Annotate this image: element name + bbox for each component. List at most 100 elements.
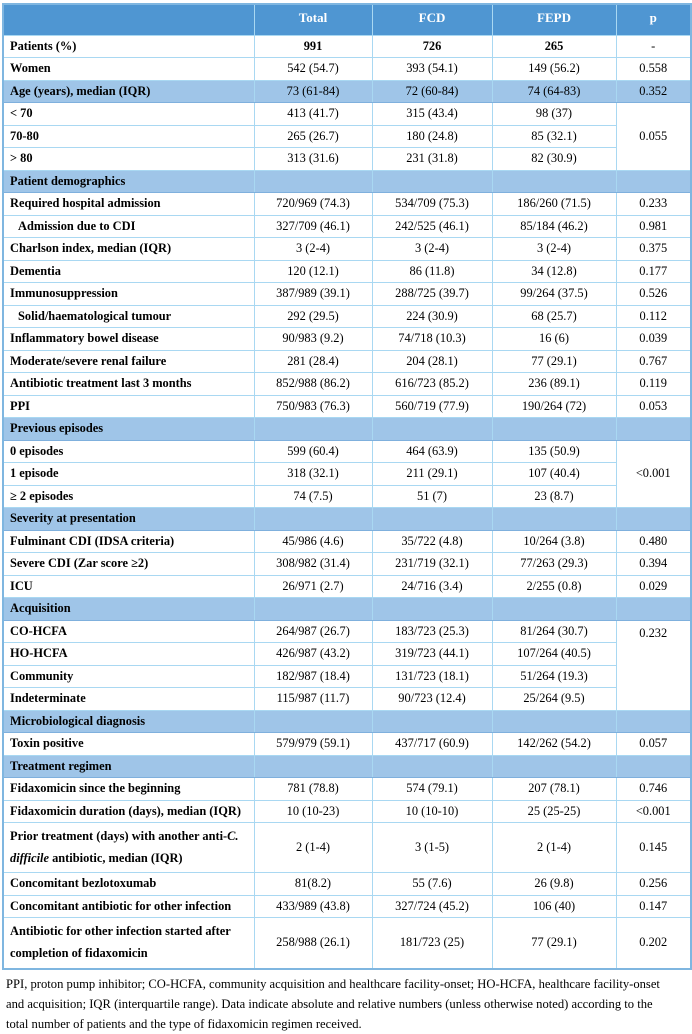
table-row: Toxin positive 579/979 (59.1) 437/717 (60.… — [2, 732, 692, 756]
row-label: 0 episodes — [2, 439, 255, 463]
table-body: Patients (%) 991 726 265- Women 542 (54.7) 393… — [2, 34, 692, 970]
row-label: Fidaxomicin duration (days), median (IQR… — [2, 799, 255, 823]
value-cell: 45/986 (4.6) — [253, 529, 373, 553]
value-cell: 90/983 (9.2) — [253, 327, 373, 351]
p-value-cell: 0.981 — [615, 214, 692, 238]
table-row: PPI 750/983 (76.3) 560/719 (77.9) 190/264 (… — [2, 394, 692, 418]
value-cell: 131/723 (18.1) — [371, 664, 493, 688]
table-row: Age (years), median (IQR) 73 (61-84) 72 (6… — [2, 79, 692, 103]
value-cell: 2/255 (0.8) — [491, 574, 617, 598]
table-header-row: Total FCD FEPD p — [2, 3, 692, 36]
section-empty-cell — [615, 417, 692, 441]
p-value-cell: 0.112 — [615, 304, 692, 328]
value-cell: 204 (28.1) — [371, 349, 493, 373]
section-label: Treatment regimen — [2, 754, 255, 778]
row-label: ICU — [2, 574, 255, 598]
value-cell: 393 (54.1) — [371, 57, 493, 81]
value-cell: 318 (32.1) — [253, 462, 373, 486]
value-cell: 82 (30.9) — [491, 147, 617, 171]
table-row: Prior treatment (days) with another anti… — [2, 821, 692, 874]
section-row: Acquisition — [2, 597, 692, 621]
row-label: CO-HCFA — [2, 619, 255, 643]
value-cell: 750/983 (76.3) — [253, 394, 373, 418]
section-label: Patient demographics — [2, 169, 255, 193]
table-row: Severe CDI (Zar score ≥2) 308/982 (31.4) 2… — [2, 552, 692, 576]
table-row: Moderate/severe renal failure 281 (28.4) 2… — [2, 349, 692, 373]
value-cell: 73 (61-84) — [253, 79, 373, 103]
table-row: Fulminant CDI (IDSA criteria) 45/986 (4.6… — [2, 529, 692, 553]
table-row: Women 542 (54.7) 393 (54.1) 149 (56.2) 0.558 — [2, 57, 692, 81]
p-value-cell: 0.057 — [615, 732, 692, 756]
value-cell: 265 (26.7) — [253, 124, 373, 148]
value-cell: 207 (78.1) — [491, 777, 617, 801]
value-cell: 560/719 (77.9) — [371, 394, 493, 418]
value-cell: 72 (60-84) — [371, 79, 493, 103]
table-row: CO-HCFA 264/987 (26.7) 183/723 (25.3) 81/26… — [2, 619, 692, 711]
value-cell: 85/184 (46.2) — [491, 214, 617, 238]
p-value-cell: 0.177 — [615, 259, 692, 283]
section-empty-cell — [615, 709, 692, 733]
p-value-cell: <0.001 — [615, 799, 692, 823]
p-value-cell: 0.767 — [615, 349, 692, 373]
value-cell: 231/719 (32.1) — [371, 552, 493, 576]
section-row: Patient demographics — [2, 169, 692, 193]
value-cell: 413 (41.7) — [253, 102, 373, 126]
row-label: Moderate/severe renal failure — [2, 349, 255, 373]
value-cell: 182/987 (18.4) — [253, 664, 373, 688]
row-label: HO-HCFA — [2, 642, 255, 666]
table-row: Concomitant antibiotic for other infecti… — [2, 894, 692, 919]
value-cell: 35/722 (4.8) — [371, 529, 493, 553]
value-cell: 852/988 (86.2) — [253, 372, 373, 396]
p-value-cell: 0.526 — [615, 282, 692, 306]
row-label: > 80 — [2, 147, 255, 171]
value-cell: 180 (24.8) — [371, 124, 493, 148]
value-cell: 68 (25.7) — [491, 304, 617, 328]
value-cell: 149 (56.2) — [491, 57, 617, 81]
value-cell: 55 (7.6) — [371, 872, 493, 896]
table-row: ≥ 2 episodes 74 (7.5) 51 (7) 23 (8.7) — [2, 484, 691, 508]
value-cell: 135 (50.9) — [491, 439, 617, 463]
value-cell: 142/262 (54.2) — [491, 732, 617, 756]
table-row: Fidaxomicin duration (days), median (IQR… — [2, 799, 692, 823]
table-row: Required hospital admission 720/969 (74.3… — [2, 192, 692, 216]
value-cell: 224 (30.9) — [371, 304, 493, 328]
section-label: Previous episodes — [2, 417, 255, 441]
row-label: Antibiotic treatment last 3 months — [2, 372, 255, 396]
p-value-cell: 0.352 — [615, 79, 692, 103]
row-label: Immunosuppression — [2, 282, 255, 306]
value-cell: 90/723 (12.4) — [371, 687, 493, 711]
footnote-line: PPI, proton pump inhibitor; CO-HCFA, com… — [6, 976, 660, 991]
value-cell: 292 (29.5) — [253, 304, 373, 328]
row-label: Women — [2, 57, 255, 81]
footnote-line: and acquisition; IQR (interquartile rang… — [6, 996, 653, 1011]
value-cell: 288/725 (39.7) — [371, 282, 493, 306]
p-value-cell: 0.119 — [615, 372, 692, 396]
row-label: Patients (%) — [2, 34, 255, 58]
row-label: Inflammatory bowel disease — [2, 327, 255, 351]
patient-characteristics-table: Total FCD FEPD p Patients (%) 991 726 265- W… — [2, 3, 692, 970]
table-row: Inflammatory bowel disease 90/983 (9.2) 74… — [2, 327, 692, 351]
table-row: < 70 413 (41.7) 315 (43.4) 98 (37) 0.055 — [2, 102, 692, 171]
table-row: Patients (%) 991 726 265- — [2, 34, 692, 58]
row-label: Admission due to CDI — [2, 214, 255, 238]
value-cell: 106 (40) — [491, 894, 617, 919]
value-cell: 313 (31.6) — [253, 147, 373, 171]
table-row: HO-HCFA 426/987 (43.2) 319/723 (44.1) 107/2… — [2, 642, 691, 666]
section-empty-cell — [615, 754, 692, 778]
row-label: Concomitant antibiotic for other infecti… — [2, 894, 255, 919]
p-value-cell: - — [615, 34, 692, 58]
row-label: Antibiotic for other infection started a… — [2, 917, 255, 970]
value-cell: 99/264 (37.5) — [491, 282, 617, 306]
table-row: 1 episode 318 (32.1) 211 (29.1) 107 (40.4) — [2, 462, 691, 486]
value-cell: 120 (12.1) — [253, 259, 373, 283]
row-label: < 70 — [2, 102, 255, 126]
value-cell: 77 (29.1) — [491, 349, 617, 373]
value-cell: 242/525 (46.1) — [371, 214, 493, 238]
value-cell: 426/987 (43.2) — [253, 642, 373, 666]
section-empty-cell — [253, 754, 373, 778]
value-cell: 315 (43.4) — [371, 102, 493, 126]
section-empty-cell — [491, 709, 617, 733]
value-cell: 231 (31.8) — [371, 147, 493, 171]
section-row: Treatment regimen — [2, 754, 692, 778]
value-cell: 387/989 (39.1) — [253, 282, 373, 306]
